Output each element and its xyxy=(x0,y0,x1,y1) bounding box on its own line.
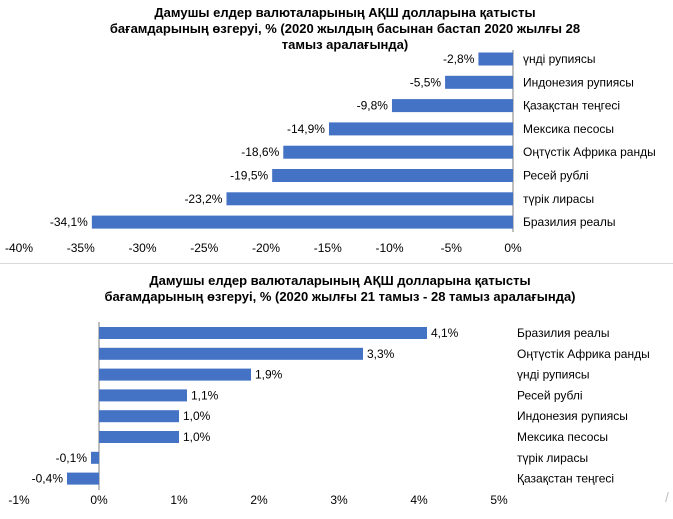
chart-1-bar xyxy=(272,169,513,182)
chart-2-category-label: Мексика песосы xyxy=(517,430,608,444)
chart-1-category-label: Мексика песосы xyxy=(523,122,614,136)
chart-1-data-label: -23,2% xyxy=(184,192,222,206)
chart-1-tick-label: -30% xyxy=(128,241,156,255)
chart-2-data-label: 4,1% xyxy=(431,326,459,340)
chart-1-bar xyxy=(445,75,513,89)
chart-1-category-label: Оңтүстік Африка ранды xyxy=(523,145,656,159)
chart-1-bar xyxy=(91,215,514,229)
chart-1-tick-label: -10% xyxy=(375,241,403,255)
chart-2-bar xyxy=(99,410,179,423)
chart-1-bar xyxy=(226,192,514,206)
chart-1-tick-label: -5% xyxy=(441,241,463,255)
chart-1-category-label: Индонезия рупиясы xyxy=(523,75,634,89)
chart-2-data-label: 1,0% xyxy=(183,409,211,423)
chart-1-tick-label: -35% xyxy=(67,241,95,255)
chart-1-category-label: үнді рупиясы xyxy=(523,52,596,66)
chart-1-data-label: -2,8% xyxy=(443,52,475,66)
chart-2-category-label: Қазақстан теңгесі xyxy=(517,472,614,486)
chart-1-data-label: -19,5% xyxy=(230,169,268,183)
chart-2-bar xyxy=(99,327,427,339)
chart-1-bar xyxy=(328,122,513,136)
chart-2-tick-label: 4% xyxy=(410,493,428,507)
chart-2-bar xyxy=(99,347,363,360)
chart-2-category-label: Оңтүстік Африка ранды xyxy=(517,347,650,361)
chart-1-category-label: Бразилия реалы xyxy=(523,215,615,229)
chart-2-data-label: 3,3% xyxy=(367,347,395,361)
chart-1-data-label: -34,1% xyxy=(50,215,88,229)
chart-2-bar xyxy=(99,389,187,402)
chart-1-bar xyxy=(391,99,513,113)
chart-2-category-label: үнді рупиясы xyxy=(517,368,590,382)
chart-2-category-label: Индонезия рупиясы xyxy=(517,409,628,423)
chart-2-bar xyxy=(67,472,99,485)
chart-1-tick-label: -15% xyxy=(314,241,342,255)
chart-2-tick-label: 1% xyxy=(170,493,188,507)
chart-2-tick-label: -1% xyxy=(8,493,30,507)
chart-2-category-label: Бразилия реалы xyxy=(517,326,609,340)
chart-2-bar xyxy=(99,431,179,443)
chart-1-category-label: Ресей рублі xyxy=(523,169,589,183)
chart-1-bar xyxy=(478,52,513,66)
chart-1-data-label: -18,6% xyxy=(241,145,279,159)
chart-2-tick-label: 5% xyxy=(490,493,508,507)
chart-2-category-label: түрік лирасы xyxy=(517,451,588,465)
chart-2-data-label: -0,4% xyxy=(32,472,64,486)
chart-1-tick-label: 0% xyxy=(504,241,522,255)
chart-1-data-label: -9,8% xyxy=(357,99,389,113)
chart-2-data-label: -0,1% xyxy=(56,451,88,465)
chart-1-data-label: -14,9% xyxy=(287,122,325,136)
chart-1-tick-label: -40% xyxy=(5,241,33,255)
watermark-glyph: / xyxy=(665,489,669,505)
chart-2-bar xyxy=(99,368,251,381)
chart-divider xyxy=(0,263,673,264)
chart-1-tick-label: -20% xyxy=(252,241,280,255)
chart-2-data-label: 1,0% xyxy=(183,430,211,444)
chart-2-tick-label: 0% xyxy=(90,493,108,507)
chart-1-category-label: Қазақстан теңгесі xyxy=(523,99,620,113)
chart-2-bar xyxy=(91,451,99,464)
chart-1-category-label: түрік лирасы xyxy=(523,192,594,206)
chart-1-title: Дамушы елдер валюталарының АҚШ долларына… xyxy=(109,5,581,52)
chart-2-title: Дамушы елдер валюталарының АҚШ долларына… xyxy=(104,273,576,304)
chart-2-category-label: Ресей рублі xyxy=(517,388,583,402)
chart-1-data-label: -5,5% xyxy=(410,75,442,89)
chart-2-data-label: 1,1% xyxy=(191,388,219,402)
chart-2-data-label: 1,9% xyxy=(255,368,283,382)
chart-2-tick-label: 2% xyxy=(250,493,268,507)
chart-2-tick-label: 3% xyxy=(330,493,348,507)
chart-1-tick-label: -25% xyxy=(190,241,218,255)
chart-1-bar xyxy=(283,145,513,159)
